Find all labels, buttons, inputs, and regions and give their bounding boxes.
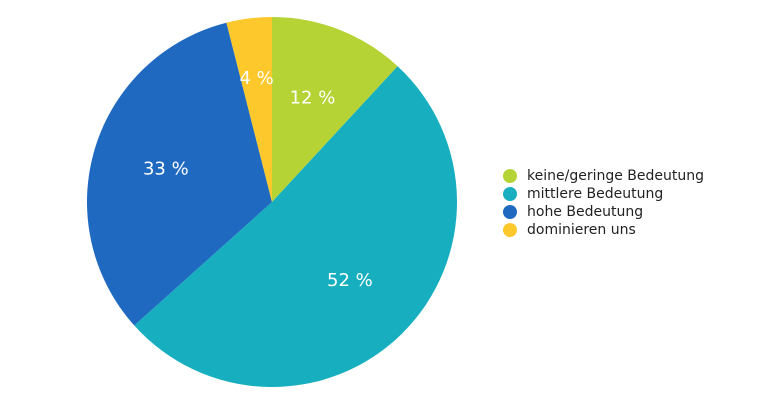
legend-label: dominieren uns — [527, 222, 636, 238]
value-label: 52 % — [327, 270, 373, 291]
legend-swatch — [503, 187, 517, 201]
value-label: 33 % — [143, 159, 189, 180]
pie-slice — [226, 17, 272, 202]
pie-slice — [272, 17, 398, 202]
legend-swatch — [503, 205, 517, 219]
pie-slice — [134, 66, 457, 387]
value-label: 4 % — [239, 68, 273, 89]
legend-label: hohe Bedeutung — [527, 204, 643, 220]
legend-label: mittlere Bedeutung — [527, 186, 663, 202]
legend-label: keine/geringe Bedeutung — [527, 168, 704, 184]
value-label: 12 % — [290, 88, 336, 109]
pie-slice — [87, 22, 272, 326]
legend-swatch — [503, 223, 517, 237]
legend-swatch — [503, 169, 517, 183]
